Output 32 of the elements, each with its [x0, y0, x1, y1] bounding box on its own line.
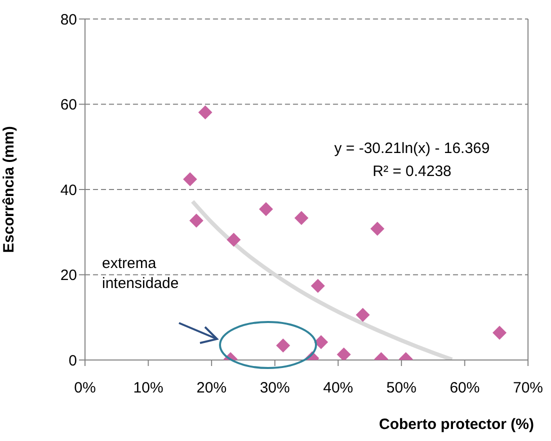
x-tick-label: 10%: [133, 380, 164, 397]
x-tick-label: 0%: [74, 380, 96, 397]
point: [370, 222, 384, 236]
y-tick-label: 60: [60, 96, 77, 114]
x-tick-label: 60%: [450, 380, 480, 397]
point: [310, 278, 325, 293]
point: [198, 105, 212, 120]
x-tick-label: 20%: [196, 380, 227, 397]
y-tick-label: 80: [60, 11, 77, 28]
point: [336, 347, 351, 360]
annotation: extrema intensidade: [102, 255, 179, 292]
annotation: y = -30.21ln(x) - 16.369: [334, 140, 490, 157]
x-tick-label: 50%: [386, 380, 416, 397]
x-axis-title: Coberto protector (%): [379, 416, 534, 433]
point: [189, 214, 204, 228]
y-tick-label: 0: [68, 352, 77, 370]
point: [276, 338, 290, 353]
y-axis-title: Escorrência (mm): [0, 126, 18, 253]
point: [314, 335, 328, 350]
point: [356, 308, 370, 322]
y-tick-label: 40: [60, 182, 77, 199]
x-tick-label: 30%: [260, 380, 290, 397]
point: [294, 211, 308, 226]
point: [492, 326, 507, 340]
x-tick-label: 40%: [323, 380, 354, 397]
annotation: R² = 0.4238: [372, 163, 452, 180]
x-tick-label: 70%: [512, 380, 544, 397]
y-tick-label: 20: [60, 267, 77, 284]
point: [258, 202, 273, 216]
point: [226, 232, 241, 247]
line-series: [190, 199, 454, 360]
point: [183, 172, 198, 186]
